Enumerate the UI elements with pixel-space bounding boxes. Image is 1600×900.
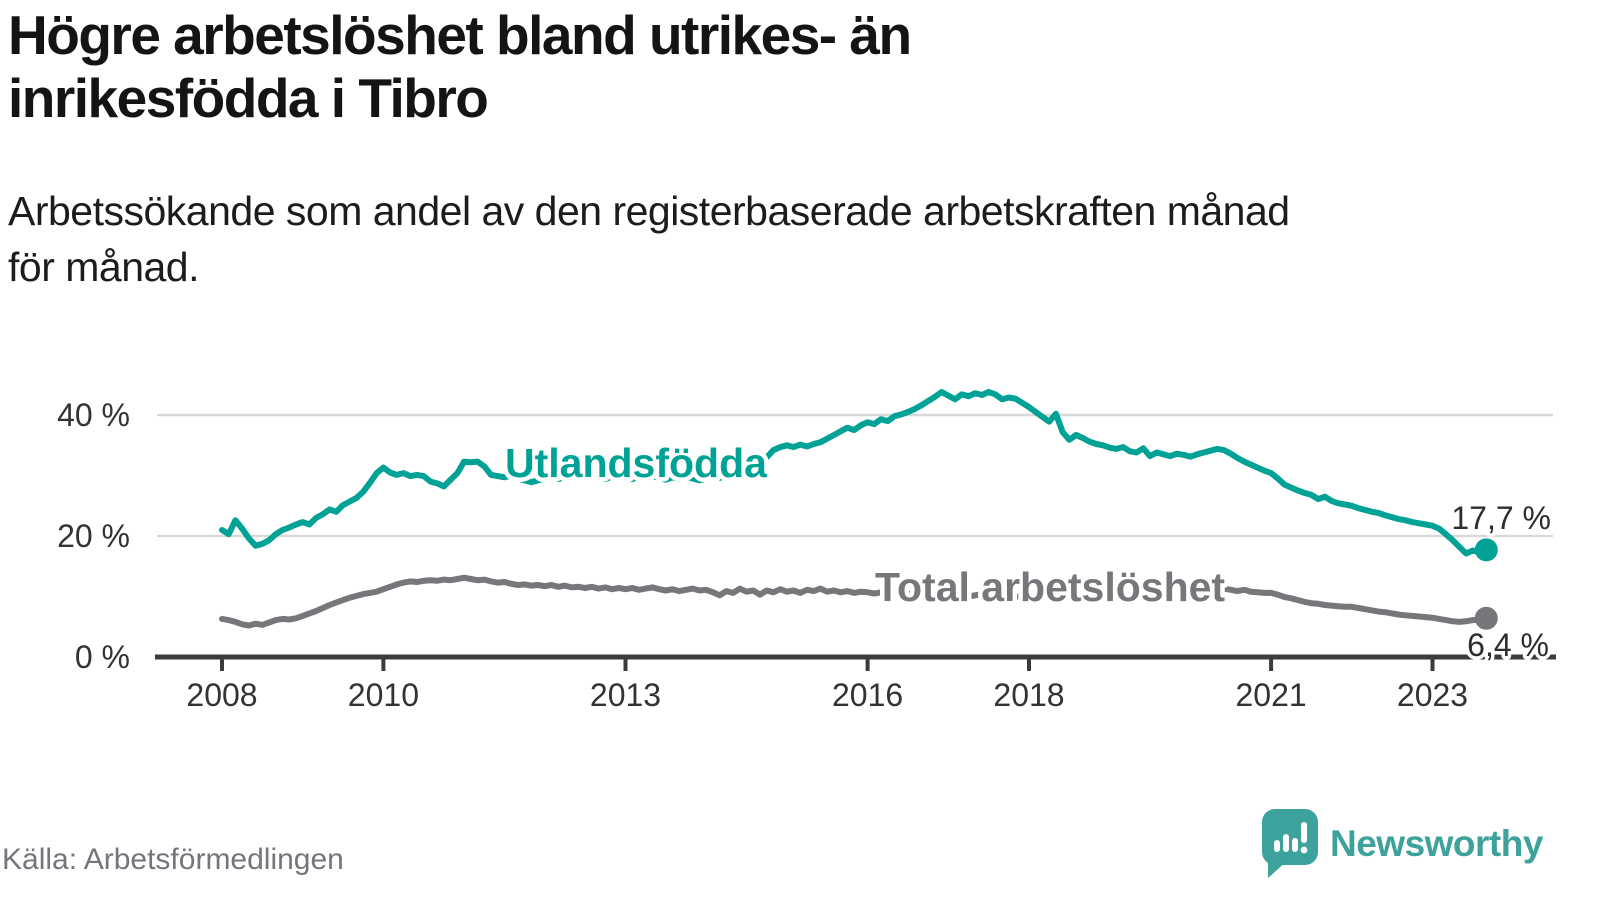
logo-exclamation-bar xyxy=(1301,822,1307,843)
logo-bar-1 xyxy=(1274,840,1280,852)
end-value-label-utlandsfodda: 17,7 % xyxy=(1451,500,1551,536)
newsworthy-logo-icon xyxy=(1262,809,1318,878)
x-axis-label-2016: 2016 xyxy=(832,677,903,713)
series-label-utlandsfodda: Utlandsfödda xyxy=(505,440,768,486)
logo-bar-3 xyxy=(1292,838,1298,852)
series-end-dot-total xyxy=(1474,606,1498,630)
page-title: Högre arbetslöshet bland utrikes- än inri… xyxy=(8,4,1568,129)
subtitle-line-2: för månad. xyxy=(8,243,200,290)
logo-bar-2 xyxy=(1283,834,1289,852)
x-axis-label-2008: 2008 xyxy=(186,677,257,713)
logo-exclamation-dot xyxy=(1300,846,1308,854)
source-note: Källa: Arbetsförmedlingen xyxy=(2,843,344,876)
x-axis-label-2013: 2013 xyxy=(590,677,661,713)
line-chart: 40 % 20 % 0 % 2008 2010 2013 2016 2018 2021 2023 U… xyxy=(57,389,1556,713)
y-axis-label-20: 20 % xyxy=(57,518,130,554)
x-axis-label-2018: 2018 xyxy=(993,677,1064,713)
page-subtitle: Arbetssökande som andel av den registerb… xyxy=(8,184,1588,296)
title-line-1: Högre arbetslöshet bland utrikes- än xyxy=(8,4,912,66)
series-line-utlandsfodda xyxy=(219,389,1490,557)
title-line-2: inrikesfödda i Tibro xyxy=(8,66,489,129)
series-end-dot-utlandsfodda xyxy=(1474,538,1498,562)
x-axis-label-2023: 2023 xyxy=(1397,677,1468,713)
series-line-total xyxy=(219,574,1490,629)
x-axis-label-2010: 2010 xyxy=(348,677,419,713)
newsworthy-logo-link[interactable]: Newsworthy xyxy=(1261,809,1543,878)
subtitle-line-1: Arbetssökande som andel av den registerb… xyxy=(8,188,1290,234)
newsworthy-wordmark: Newsworthy xyxy=(1330,823,1543,864)
end-value-label-total: 6,4 % xyxy=(1467,627,1549,663)
series-label-total: Total arbetslöshet xyxy=(875,564,1225,610)
y-axis-label-40: 40 % xyxy=(57,397,130,433)
y-axis-label-0: 0 % xyxy=(75,639,130,675)
speech-bubble-icon xyxy=(1262,809,1318,878)
x-axis-label-2021: 2021 xyxy=(1236,677,1307,713)
